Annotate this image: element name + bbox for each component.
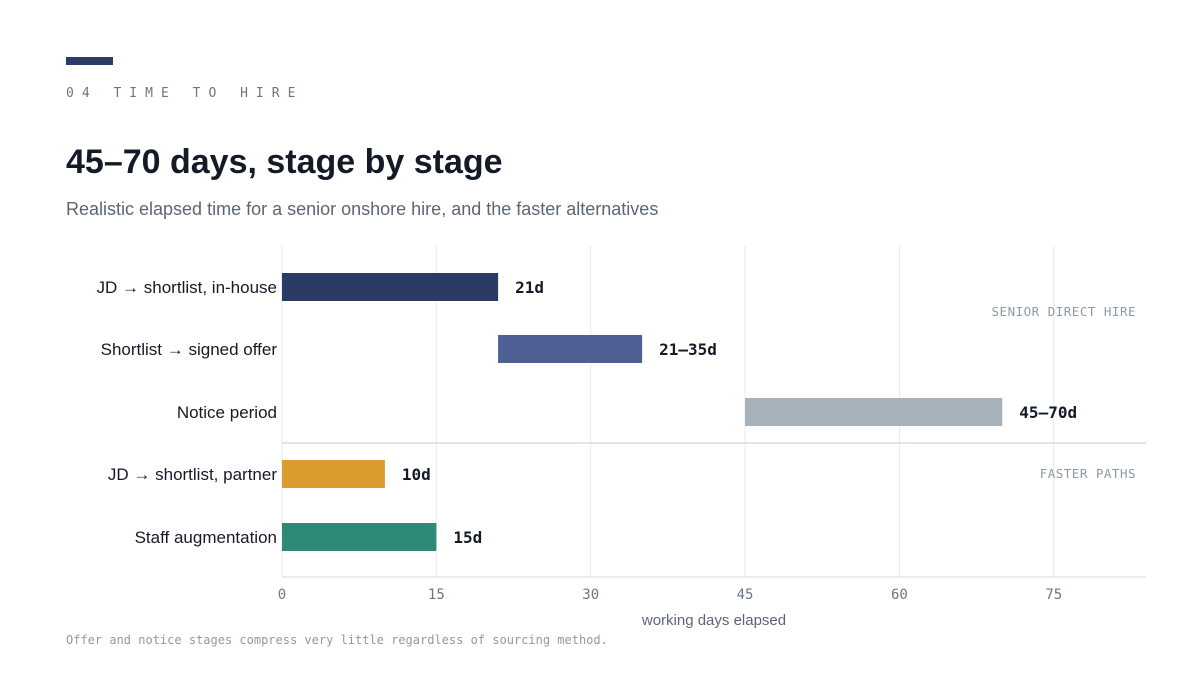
bar-value-label: 21–35d [659, 340, 717, 359]
x-tick-label: 60 [891, 587, 908, 603]
bar-value-label: 21d [515, 278, 544, 297]
row-label: JD → shortlist, in-house [97, 278, 277, 297]
group-label: SENIOR DIRECT HIRE [992, 304, 1136, 319]
bar-value-label: 10d [402, 465, 431, 484]
row-label: JD → shortlist, partner [108, 465, 277, 484]
row-label: Shortlist → signed offer [101, 340, 278, 359]
x-tick-label: 30 [582, 587, 599, 603]
chart-subtitle: Realistic elapsed time for a senior onsh… [66, 199, 659, 219]
row-label: Staff augmentation [135, 528, 277, 547]
x-tick-label: 75 [1045, 587, 1062, 603]
bar-value-label: 15d [453, 528, 482, 547]
bar [498, 335, 643, 363]
footnote: Offer and notice stages compress very li… [66, 633, 608, 647]
bar-value-label: 45–70d [1019, 403, 1077, 422]
bar [745, 398, 1003, 426]
accent-bar [66, 57, 113, 65]
x-tick-label: 0 [278, 587, 286, 603]
group-label: FASTER PATHS [1040, 466, 1136, 481]
section-eyebrow: 04 TIME TO HIRE [66, 86, 304, 101]
chart-title: 45–70 days, stage by stage [66, 143, 503, 181]
bar [282, 273, 499, 301]
row-label: Notice period [177, 403, 277, 422]
x-tick-label: 45 [737, 587, 754, 603]
x-tick-label: 15 [428, 587, 445, 603]
bar [282, 460, 385, 488]
x-axis-label: working days elapsed [641, 612, 786, 629]
bar [282, 523, 437, 551]
